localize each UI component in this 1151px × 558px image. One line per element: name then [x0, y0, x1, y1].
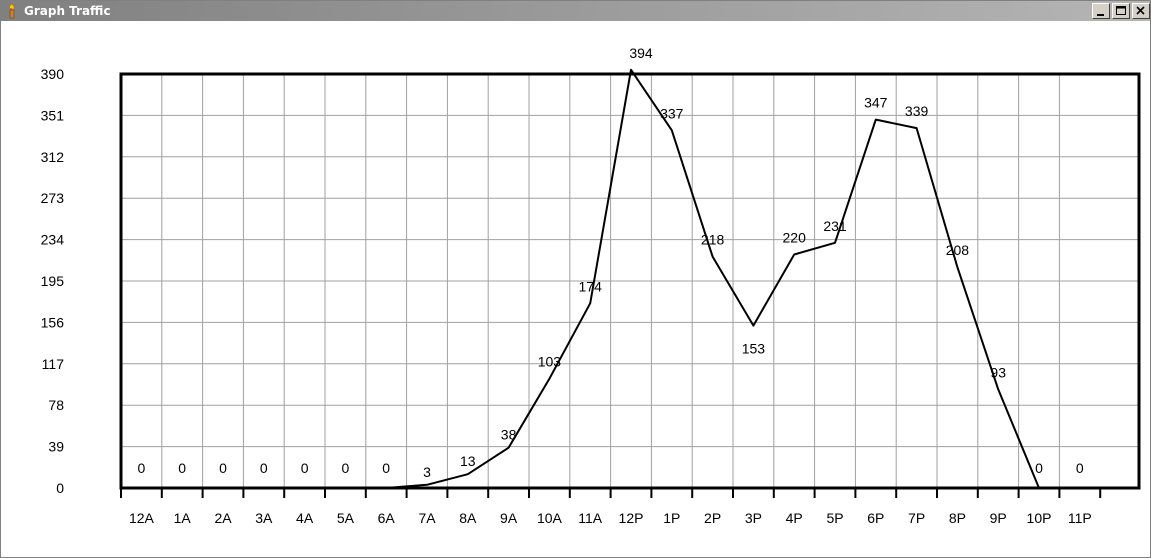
- data-label: 93: [990, 364, 1006, 380]
- data-label: 13: [460, 453, 476, 469]
- y-tick-label: 195: [41, 273, 65, 289]
- x-tick-label: 10P: [1027, 510, 1052, 526]
- data-label: 0: [138, 460, 146, 476]
- data-label: 153: [742, 341, 766, 357]
- series-line: [386, 68, 1040, 489]
- x-tick-label: 3P: [745, 510, 762, 526]
- x-axis-tick-labels: 12A 1A 2A 3A 4A 5A 6A 7A 8A 9A 10A 11A 12P 1P 2P 3P 4P 5P…: [129, 510, 1092, 526]
- data-label: 337: [660, 105, 684, 121]
- data-label: 0: [178, 460, 186, 476]
- plot-frame: [119, 72, 1141, 498]
- plot-border: [119, 72, 1141, 490]
- x-tick-label: 10A: [537, 510, 563, 526]
- data-label: 103: [538, 354, 562, 370]
- data-label: 0: [342, 460, 350, 476]
- x-tick-label: 1A: [174, 510, 192, 526]
- x-tick-label: 2A: [214, 510, 232, 526]
- y-tick-label: 312: [41, 149, 65, 165]
- data-label: 220: [783, 229, 807, 245]
- x-tick-label: 6P: [867, 510, 884, 526]
- y-tick-label: 39: [48, 439, 64, 455]
- y-tick-label: 0: [56, 480, 64, 496]
- close-icon: [1136, 6, 1145, 15]
- data-label: 0: [260, 460, 268, 476]
- close-button[interactable]: [1132, 3, 1150, 19]
- data-label: 231: [823, 218, 847, 234]
- y-tick-label: 156: [41, 314, 65, 330]
- x-tick-label: 9A: [500, 510, 518, 526]
- x-tick-label: 12A: [129, 510, 155, 526]
- series-line-group: [386, 68, 1040, 489]
- x-tick-label: 7A: [418, 510, 436, 526]
- y-axis-tick-labels: 0 39 78 117 156 195 234 273 312 351 390: [41, 66, 65, 496]
- y-tick-label: 78: [48, 397, 64, 413]
- data-label: 3: [423, 464, 431, 480]
- x-tick-label: 11A: [578, 510, 603, 526]
- window-controls: [1092, 3, 1150, 19]
- data-label: 0: [1076, 460, 1084, 476]
- x-tick-label: 11P: [1068, 510, 1092, 526]
- title-bar[interactable]: Graph Traffic: [1, 1, 1150, 21]
- data-labels: 0 0 0 0 0 0 0 3 13 38 103 174 394 337 218 153 220 231 347 3…: [138, 45, 1084, 480]
- minimize-icon: [1097, 14, 1104, 16]
- x-tick-label: 5A: [337, 510, 355, 526]
- x-tick-label: 12P: [619, 510, 644, 526]
- data-label: 0: [382, 460, 390, 476]
- window-title: Graph Traffic: [24, 4, 111, 18]
- y-tick-label: 273: [41, 190, 65, 206]
- chart-area: 0 39 78 117 156 195 234 273 312 351 390 12A 1A 2A 3A 4…: [1, 21, 1150, 557]
- x-tick-label: 8P: [949, 510, 966, 526]
- x-tick-label: 9P: [990, 510, 1007, 526]
- data-label: 394: [629, 45, 653, 61]
- traffic-line-chart: 0 39 78 117 156 195 234 273 312 351 390 12A 1A 2A 3A 4…: [41, 45, 1141, 526]
- y-tick-label: 117: [42, 356, 65, 372]
- x-tick-label: 1P: [663, 510, 680, 526]
- y-tick-label: 234: [41, 232, 65, 248]
- maximize-icon: [1116, 6, 1126, 15]
- x-tick-label: 5P: [826, 510, 843, 526]
- y-tick-label: 390: [41, 66, 65, 82]
- data-label: 339: [905, 103, 929, 119]
- data-label: 218: [701, 232, 725, 248]
- data-label: 0: [1035, 460, 1043, 476]
- x-tick-label: 7P: [908, 510, 925, 526]
- data-label: 38: [501, 427, 517, 443]
- x-tick-label: 3A: [255, 510, 273, 526]
- x-tick-label: 4P: [786, 510, 803, 526]
- x-tick-label: 2P: [704, 510, 721, 526]
- data-label: 0: [219, 460, 227, 476]
- x-tick-label: 4A: [296, 510, 314, 526]
- x-tick-label: 8A: [459, 510, 477, 526]
- grid-lines: [120, 74, 1139, 488]
- minimize-button[interactable]: [1092, 3, 1110, 19]
- y-tick-label: 351: [41, 107, 65, 123]
- x-tick-label: 6A: [378, 510, 396, 526]
- data-label: 0: [301, 460, 309, 476]
- data-label: 208: [946, 242, 970, 258]
- torch-icon: [9, 3, 15, 19]
- data-label: 174: [579, 278, 603, 294]
- maximize-button[interactable]: [1112, 3, 1130, 19]
- data-label: 347: [864, 95, 888, 111]
